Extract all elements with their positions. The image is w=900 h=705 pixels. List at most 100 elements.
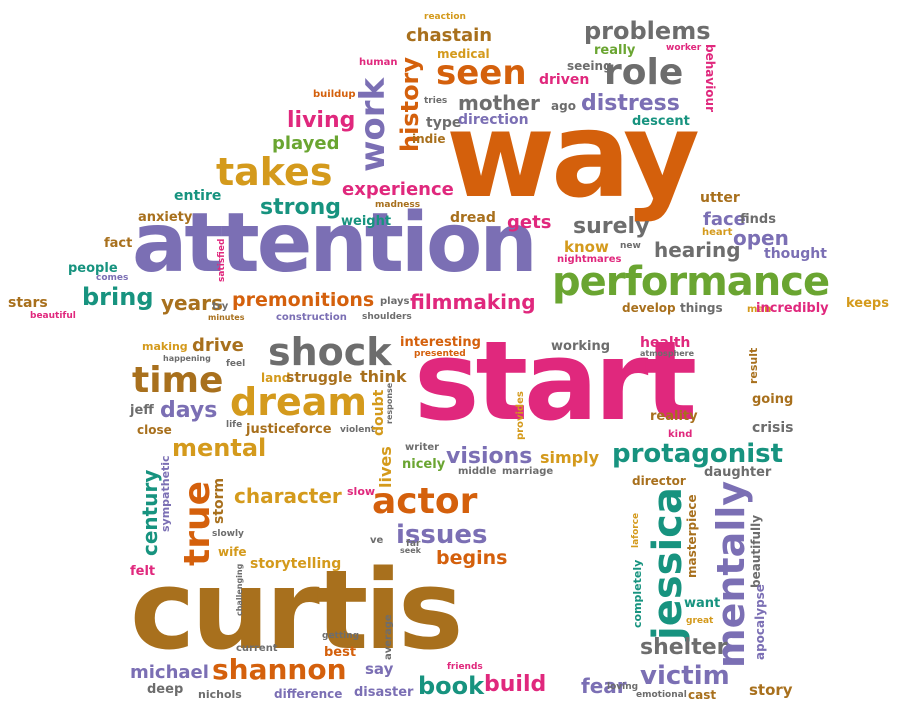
word-mental: mental [172,434,267,462]
word-best: best [324,645,357,660]
word-justice: justice [246,422,295,437]
word-hearing: hearing [654,238,741,262]
word-people: people [68,261,118,276]
word-played: played [272,133,340,154]
word-issues: issues [396,520,488,550]
word-storytelling: storytelling [250,556,342,572]
word-indie: indie [412,132,446,146]
word-atmosphere: atmosphere [640,349,695,358]
word-daughter: daughter [704,465,772,480]
word-working: working [551,339,611,354]
word-great: great [686,616,714,626]
word-open: open [733,226,789,250]
word-shelter: shelter [640,635,728,660]
word-build: build [484,672,547,697]
word-struggle: struggle [286,370,353,386]
word-violent: violent [340,425,376,435]
word-dream: dream [230,380,367,424]
word-happening: happening [163,354,211,363]
word-strong: strong [260,195,341,220]
word-seeing: seeing [567,59,612,73]
word-current: current [236,643,278,654]
word-character: character [234,484,342,508]
word-slow: slow [347,485,376,498]
word-want: want [684,596,721,611]
word-average: average [383,614,394,660]
word-jeff: jeff [130,403,154,418]
word-challenging: challenging [235,563,244,616]
word-century: century [138,469,162,556]
word-work: work [353,77,393,172]
word-deep: deep [147,682,184,697]
word-surely: surely [573,214,650,239]
word-heart: heart [702,227,733,238]
word-cast: cast [688,688,717,702]
word-face: face [703,209,746,230]
word-close: close [137,423,172,437]
word-emotional: emotional [636,690,687,700]
word-way: way [446,86,700,224]
word-visions: visions [446,444,533,469]
word-incredibly: incredibly [756,301,829,316]
word-performance: performance [552,259,830,305]
word-masterpiece: masterpiece [685,494,699,578]
word-worker: worker [666,43,702,53]
word-fact: fact [104,236,133,251]
word-buildup: buildup [313,89,356,100]
word-begins: begins [436,547,508,569]
word-laforce: laforce [631,512,641,548]
word-ve: ve [370,535,384,546]
word-behaviour: behaviour [703,44,717,113]
word-say: say [365,660,394,678]
word-keeps: keeps [846,296,889,311]
word-director: director [632,474,686,488]
word-beautifully: beautifully [749,514,763,588]
word-direction: direction [458,112,529,128]
word-premonitions: premonitions [232,289,375,311]
word-seen: seen [436,53,527,93]
word-victim: victim [640,661,730,691]
word-entire: entire [174,188,222,204]
word-experience: experience [342,179,454,200]
word-dread: dread [450,210,496,226]
word-drive: drive [192,335,244,356]
word-result: result [747,347,760,384]
word-madness: madness [375,200,421,210]
word-problems: problems [584,17,711,45]
word-story: story [749,681,793,699]
word-shoulders: shoulders [362,312,412,322]
word-anxiety: anxiety [138,210,193,225]
word-nightmares: nightmares [557,254,622,265]
word-friends: friends [447,662,483,672]
word-actor: actor [372,481,478,522]
word-things: things [680,301,723,315]
word-kind: kind [668,429,693,440]
word-reality: reality [650,409,698,424]
word-doubt: doubt [371,389,387,436]
word-shannon: shannon [212,653,347,686]
word-completely: completely [631,559,644,628]
word-driven: driven [539,72,590,88]
word-construction: construction [276,312,347,323]
word-years: years [161,291,223,315]
word-slowly: slowly [212,529,244,539]
word-utter: utter [700,190,740,206]
word-finds: finds [740,212,776,227]
word-time: time [132,360,224,401]
word-living: living [287,108,356,133]
word-curtis: curtis [130,546,464,674]
word-reaction: reaction [424,12,466,22]
word-felt: felt [130,564,156,579]
word-thought: thought [764,246,827,262]
word-feel: feel [226,359,246,369]
word-really: really [594,43,636,58]
word-seek: seek [400,546,421,555]
word-book: book [418,672,485,700]
word-shock: shock [268,330,392,374]
word-wife: wife [218,545,247,559]
word-lives: lives [376,446,395,488]
word-filmmaking: filmmaking [410,290,536,314]
word-weight: weight [341,214,392,229]
word-satisfied: satisfied [217,238,227,282]
word-try: try [212,301,229,312]
